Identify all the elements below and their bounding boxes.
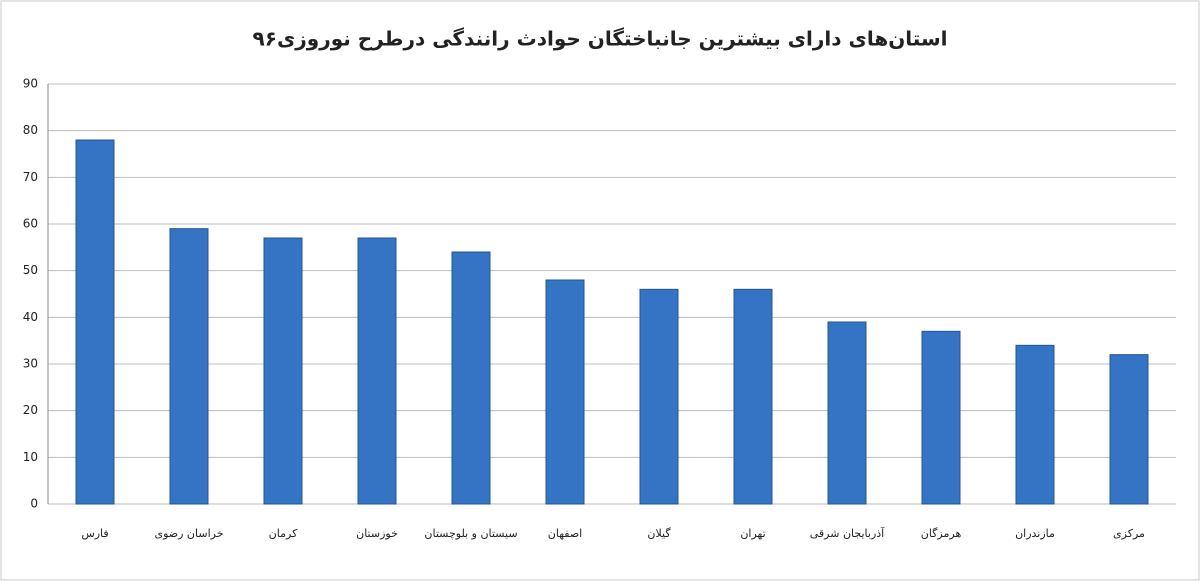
bar: [1109, 354, 1149, 505]
bar: [1015, 344, 1055, 505]
y-tick-label: 50: [23, 263, 38, 277]
x-tick-label: تهران: [740, 527, 765, 540]
bar: [545, 279, 585, 505]
x-tick-label: آذربایجان شرقی: [810, 526, 885, 540]
bar: [263, 237, 303, 505]
bar: [921, 330, 961, 505]
x-tick-label: خوزستان: [356, 527, 398, 540]
bar: [451, 251, 491, 505]
y-tick-label: 20: [23, 403, 38, 417]
y-tick-label: 60: [23, 217, 38, 231]
bar: [169, 228, 209, 505]
bar: [827, 321, 867, 505]
y-tick-label: 40: [23, 310, 38, 324]
bar: [639, 288, 679, 505]
chart-title: استان‌های دارای بیشترین جانباختگان حوادث…: [253, 27, 948, 51]
x-tick-label: فارس: [81, 527, 108, 540]
y-tick-label: 30: [23, 357, 38, 371]
x-tick-label: مرکزی: [1113, 527, 1145, 540]
x-tick-label: خراسان رضوی: [154, 527, 223, 540]
x-tick-label: گیلان: [647, 527, 671, 540]
bar: [733, 288, 773, 505]
y-tick-label: 80: [23, 123, 38, 137]
x-tick-label: کرمان: [269, 527, 298, 540]
x-tick-label: اصفهان: [548, 527, 582, 540]
y-tick-label: 70: [23, 170, 38, 184]
y-tick-label: 90: [23, 77, 38, 91]
x-tick-label: مازندران: [1015, 527, 1055, 540]
y-tick-label: 0: [30, 497, 38, 511]
x-tick-label: هرمزگان: [921, 527, 962, 540]
bar: [75, 139, 115, 505]
bar: [357, 237, 397, 505]
y-tick-label: 10: [23, 450, 38, 464]
x-tick-label: سیستان و بلوچستان: [424, 527, 517, 540]
